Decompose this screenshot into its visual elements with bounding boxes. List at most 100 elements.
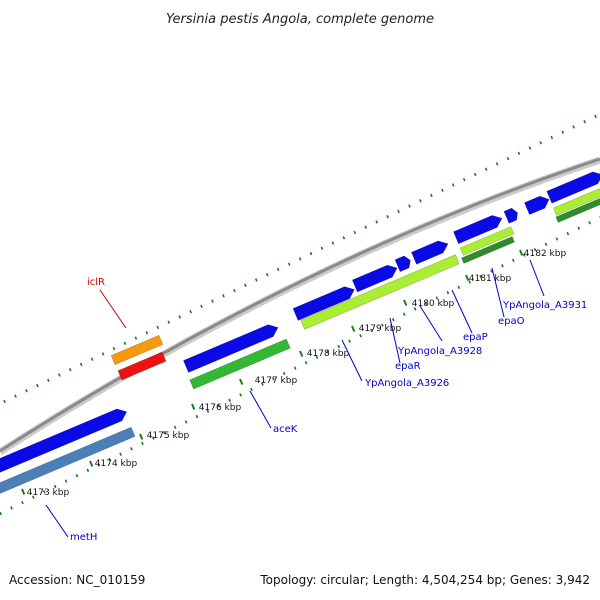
outer-dot: [419, 199, 422, 203]
gene-leader-line: [249, 390, 272, 429]
epa-track-dark: [555, 197, 600, 223]
epa-track-dark: [461, 236, 515, 264]
inner-dot: [0, 511, 2, 516]
gene-leader-line: [389, 317, 401, 364]
gene-leader-line: [99, 289, 127, 329]
outer-dot: [375, 220, 379, 224]
scale-tick-label: 4181 kbp: [469, 274, 512, 284]
inner-dot: [533, 247, 537, 252]
inner-dot: [10, 506, 13, 510]
outer-dot: [495, 162, 499, 166]
outer-dot: [430, 193, 433, 198]
inner-dot: [293, 366, 297, 370]
inner-dot: [108, 457, 111, 462]
inner-dot: [359, 334, 362, 338]
map-title: Yersinia pestis Angola, complete genome: [166, 12, 434, 27]
outer-dot: [462, 178, 466, 182]
dotted-arcs: [0, 114, 600, 516]
inner-dot: [326, 350, 330, 354]
inner-dot: [53, 484, 57, 489]
gene-label[interactable]: YpAngola_A3928: [397, 346, 482, 357]
inner-dot: [141, 441, 144, 446]
outer-dot: [145, 331, 149, 335]
inner-dot: [381, 323, 384, 327]
cds-arrow: [183, 324, 279, 373]
cds-arrow: [524, 195, 550, 216]
gene-label[interactable]: iclR: [87, 277, 105, 288]
inner-dot: [271, 377, 275, 381]
inner-dot: [577, 226, 581, 230]
scale-tick-label: 4176 kbp: [199, 403, 242, 413]
scale-tick-label: 4177 kbp: [255, 376, 298, 386]
inner-dot: [511, 258, 515, 263]
inner-dot: [31, 495, 35, 499]
outer-dot: [298, 257, 302, 261]
inner-dot: [151, 436, 155, 440]
gene-label[interactable]: YpAngola_A3926: [364, 378, 449, 389]
epa-track: [300, 254, 460, 330]
scale-tick: [89, 460, 94, 467]
scale-tick: [191, 403, 196, 410]
inner-dot: [184, 420, 188, 424]
outer-dot: [342, 236, 346, 240]
gene-label[interactable]: epaR: [395, 361, 421, 372]
gene-label[interactable]: epaO: [498, 316, 525, 327]
inner-dot: [337, 344, 341, 349]
inner-dot: [315, 355, 319, 360]
scale-tick: [299, 350, 304, 357]
cds-arrow: [394, 255, 411, 273]
scale-tick: [139, 433, 144, 440]
outer-dot: [189, 309, 192, 314]
inner-dot: [173, 425, 177, 429]
scale-tick: [465, 274, 470, 281]
outer-dot: [57, 373, 61, 377]
gene-leader-line: [341, 339, 363, 382]
outer-dot: [528, 146, 532, 150]
outer-dot: [233, 288, 236, 293]
outer-dot: [309, 251, 313, 256]
outer-dot: [386, 214, 389, 219]
epa-track: [459, 226, 515, 256]
inner-dot: [261, 382, 264, 386]
aceK-track: [189, 338, 291, 390]
outer-dot: [353, 230, 357, 235]
inner-dot: [446, 291, 450, 295]
outer-dot: [265, 273, 269, 277]
cds-arrow: [453, 215, 503, 245]
scale-tick: [519, 249, 524, 256]
inner-dot: [42, 490, 46, 494]
inner-dot: [86, 468, 90, 473]
inner-dot: [370, 328, 373, 333]
inner-dot: [522, 253, 526, 257]
outer-dot: [101, 352, 105, 356]
inner-dot: [402, 312, 406, 316]
iclR-track: [110, 334, 164, 366]
outer-dot: [222, 294, 225, 298]
scale-tick: [21, 488, 26, 495]
inner-dot: [64, 479, 68, 483]
inner-dot: [413, 307, 417, 311]
outer-dot: [561, 130, 565, 134]
inner-dot: [119, 452, 122, 456]
outer-dot: [583, 119, 586, 124]
outer-dot: [123, 341, 127, 346]
scale-tick-label: 4178 kbp: [307, 349, 350, 359]
inner-dot: [217, 404, 221, 408]
gene-label[interactable]: aceK: [273, 424, 298, 435]
gene-leader-line: [529, 259, 545, 297]
outer-dot: [254, 278, 258, 282]
gene-label[interactable]: metH: [70, 532, 97, 543]
outer-dot: [90, 357, 94, 361]
outer-dot: [178, 315, 182, 319]
cds-arrow: [351, 264, 398, 293]
inner-dot: [282, 371, 286, 376]
outer-dot: [134, 336, 138, 340]
gene-leader-line: [419, 305, 443, 342]
gene-label[interactable]: YpAngola_A3931: [502, 300, 587, 311]
outer-dot: [539, 141, 543, 145]
feature-tracks: [0, 171, 600, 494]
inner-dot: [424, 301, 428, 306]
outer-dot: [397, 209, 400, 214]
gene-label[interactable]: epaP: [463, 332, 488, 343]
accession-text: Accession: NC_010159: [9, 573, 146, 587]
